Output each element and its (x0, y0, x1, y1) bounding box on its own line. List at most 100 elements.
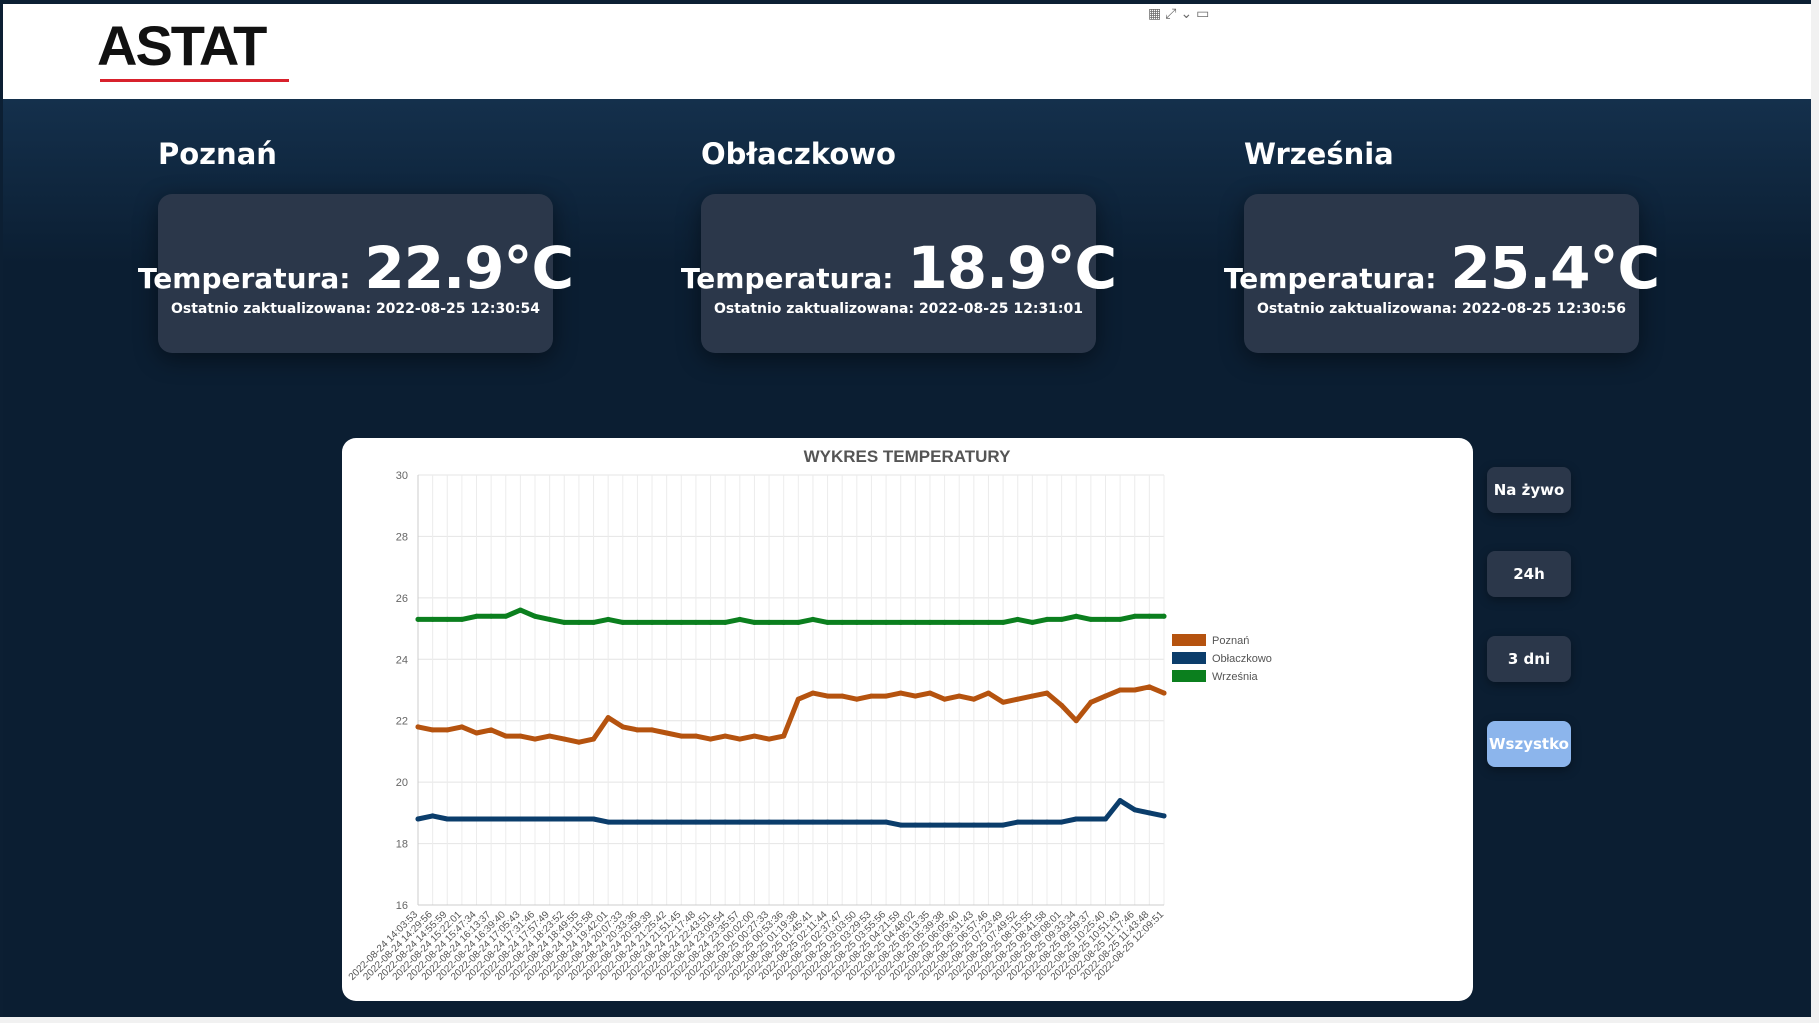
data-point (1146, 684, 1152, 690)
data-point (737, 616, 743, 622)
data-point (430, 813, 436, 819)
data-point (459, 816, 465, 822)
data-point (1132, 613, 1138, 619)
data-point (1059, 616, 1065, 622)
temperature-value: 25.4°C (1450, 234, 1660, 302)
data-point (971, 619, 977, 625)
y-tick-label: 18 (396, 839, 408, 851)
data-point (898, 822, 904, 828)
data-point (883, 619, 889, 625)
data-point (576, 619, 582, 625)
data-point (547, 816, 553, 822)
data-point (532, 736, 538, 742)
location-title-oblaczkowo: Obłaczkowo (701, 137, 896, 171)
data-point (561, 736, 567, 742)
data-point (854, 819, 860, 825)
data-point (1015, 616, 1021, 622)
data-point (1044, 616, 1050, 622)
data-point (1088, 616, 1094, 622)
data-point (1161, 813, 1167, 819)
data-point (722, 733, 728, 739)
data-point (664, 730, 670, 736)
range-button-live[interactable]: Na żywo (1487, 467, 1571, 513)
location-title-poznan: Poznań (158, 137, 277, 171)
legend-label: Poznań (1212, 635, 1249, 647)
last-updated-text: Ostatnio zaktualizowana: 2022-08-25 12:3… (713, 301, 1084, 317)
data-point (1132, 807, 1138, 813)
data-point (1146, 613, 1152, 619)
data-point (620, 619, 626, 625)
data-point (942, 822, 948, 828)
data-point (810, 690, 816, 696)
data-point (927, 690, 933, 696)
data-point (781, 819, 787, 825)
data-point (444, 816, 450, 822)
temperature-label: Temperatura: (137, 262, 351, 295)
data-point (795, 819, 801, 825)
data-point (591, 619, 597, 625)
data-point (839, 619, 845, 625)
data-point (1146, 810, 1152, 816)
data-point (649, 819, 655, 825)
y-tick-label: 30 (396, 470, 408, 482)
data-point (459, 616, 465, 622)
expand-icon[interactable]: ⤢ (1165, 6, 1177, 22)
data-point (956, 693, 962, 699)
data-point (956, 619, 962, 625)
astat-logo[interactable]: ASTAT (97, 14, 267, 77)
monitor-icon[interactable]: ▭ (1196, 6, 1210, 22)
data-point (912, 693, 918, 699)
data-point (517, 733, 523, 739)
range-button-all[interactable]: Wszystko (1487, 721, 1571, 767)
data-point (898, 619, 904, 625)
data-point (474, 613, 480, 619)
data-point (664, 619, 670, 625)
data-point (503, 733, 509, 739)
data-point (634, 619, 640, 625)
legend-swatch (1172, 652, 1206, 664)
data-point (561, 619, 567, 625)
data-point (1117, 687, 1123, 693)
data-point (795, 619, 801, 625)
data-point (1102, 816, 1108, 822)
app-header: ASTAT (3, 4, 1811, 99)
data-point (708, 736, 714, 742)
data-point (444, 616, 450, 622)
data-point (547, 616, 553, 622)
data-point (678, 619, 684, 625)
data-point (795, 696, 801, 702)
data-point (1073, 816, 1079, 822)
temperature-card-wrzesnia: Temperatura: 25.4°C Ostatnio zaktualizow… (1224, 194, 1660, 353)
window-frame-bottom (0, 1017, 1819, 1023)
data-point (1161, 613, 1167, 619)
data-point (810, 616, 816, 622)
legend-swatch (1172, 634, 1206, 646)
data-point (781, 619, 787, 625)
data-point (810, 819, 816, 825)
location-title-wrzesnia: Września (1244, 137, 1394, 171)
data-point (766, 619, 772, 625)
range-button-24h[interactable]: 24h (1487, 551, 1571, 597)
data-point (693, 819, 699, 825)
y-tick-label: 16 (396, 900, 408, 912)
data-point (474, 730, 480, 736)
data-point (415, 616, 421, 622)
data-point (488, 816, 494, 822)
data-point (649, 727, 655, 733)
range-button-3-days[interactable]: 3 dni (1487, 636, 1571, 682)
temperature-label: Temperatura: (680, 262, 894, 295)
data-point (854, 696, 860, 702)
data-point (1102, 693, 1108, 699)
chevron-down-icon[interactable]: ⌄ (1180, 6, 1193, 22)
data-point (868, 693, 874, 699)
chart-title: WYKRES TEMPERATURY (804, 447, 1012, 466)
data-point (825, 693, 831, 699)
data-point (576, 739, 582, 745)
data-point (561, 816, 567, 822)
temperature-value: 22.9°C (364, 234, 574, 302)
grid-icon[interactable]: ▦ (1148, 6, 1162, 22)
data-point (1044, 819, 1050, 825)
temperature-value: 18.9°C (907, 234, 1117, 302)
temperature-card-oblaczkowo: Temperatura: 18.9°C Ostatnio zaktualizow… (681, 194, 1117, 353)
data-point (1059, 819, 1065, 825)
